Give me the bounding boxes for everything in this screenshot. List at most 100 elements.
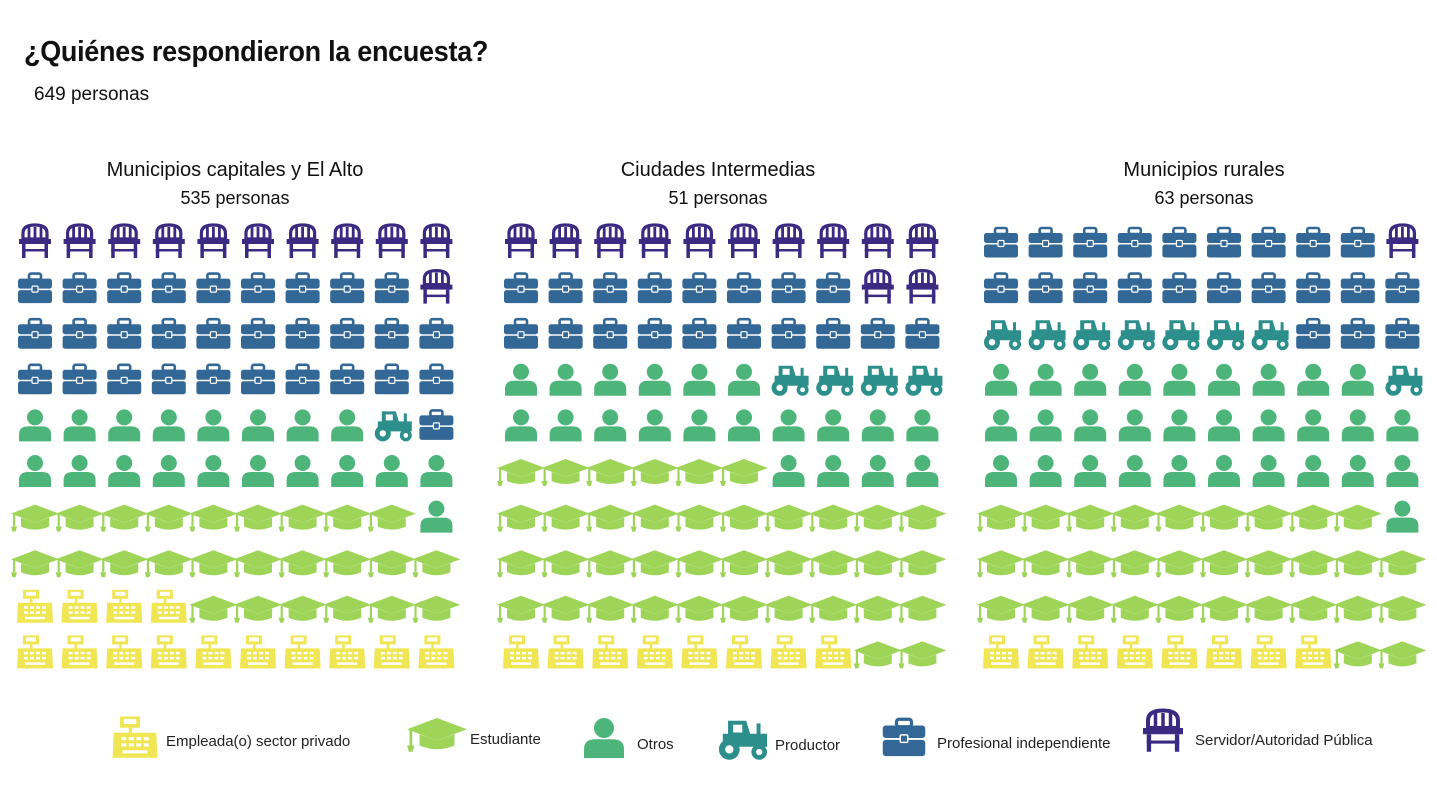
briefcase-icon: Profesional independiente <box>330 363 365 395</box>
graduation-cap-icon: Estudiante <box>630 459 679 486</box>
cash-register-icon: Empleada(o) sector privado <box>106 589 143 623</box>
person-icon: Otros <box>152 455 185 487</box>
briefcase-icon: Profesional independiente <box>151 363 186 395</box>
person-icon: Otros <box>549 409 582 442</box>
briefcase-icon: Profesional independiente <box>285 317 320 349</box>
briefcase-icon: Profesional independiente <box>374 363 409 395</box>
person-icon: Otros <box>728 409 760 442</box>
graduation-cap-icon: Estudiante <box>541 459 590 486</box>
person-icon: Otros <box>772 455 805 487</box>
graduation-cap-icon: Estudiante <box>1378 550 1427 578</box>
person-icon: Otros <box>1208 455 1240 487</box>
person-icon: Otros <box>420 455 453 487</box>
graduation-cap-icon: Estudiante <box>675 550 724 578</box>
chair-icon: Servidor/Autoridad Pública <box>375 223 408 258</box>
legend-chair-icon <box>1143 708 1183 752</box>
tractor-icon: Productor <box>984 320 1021 351</box>
tractor-icon: Productor <box>1162 320 1200 351</box>
graduation-cap-icon: Estudiante <box>764 550 813 578</box>
cash-register-icon: Empleada(o) sector privado <box>150 635 187 669</box>
graduation-cap-icon: Estudiante <box>367 550 416 578</box>
cash-register-icon: Empleada(o) sector privado <box>770 635 807 669</box>
panel-title-intermedias: Ciudades Intermedias <box>620 159 816 181</box>
tractor-icon: Productor <box>1385 365 1423 396</box>
chair-icon: Servidor/Autoridad Pública <box>197 223 230 258</box>
briefcase-icon: Profesional independiente <box>285 363 320 395</box>
briefcase-icon: Profesional independiente <box>285 272 320 304</box>
graduation-cap-icon: Estudiante <box>1244 595 1293 623</box>
person-icon: Otros <box>63 455 96 487</box>
briefcase-icon: Profesional independiente <box>548 272 583 304</box>
person-icon: Otros <box>1341 409 1374 442</box>
person-icon: Otros <box>638 409 671 442</box>
chair-icon: Servidor/Autoridad Pública <box>420 269 453 304</box>
cash-register-icon: Empleada(o) sector privado <box>106 635 143 669</box>
graduation-cap-icon: Estudiante <box>234 504 282 532</box>
briefcase-icon: Profesional independiente <box>1162 272 1197 304</box>
graduation-cap-icon: Estudiante <box>1333 595 1382 623</box>
graduation-cap-icon: Estudiante <box>1200 595 1248 623</box>
tractor-icon: Productor <box>816 365 854 396</box>
graduation-cap-icon: Estudiante <box>1333 641 1382 669</box>
person-icon: Otros <box>1252 455 1285 487</box>
briefcase-icon: Profesional independiente <box>771 272 806 304</box>
person-icon: Otros <box>1118 409 1151 442</box>
cash-register-icon: Empleada(o) sector privado <box>17 589 53 623</box>
briefcase-icon: Profesional independiente <box>1117 226 1152 258</box>
chart-subtitle: 649 personas <box>34 84 150 105</box>
graduation-cap-icon: Estudiante <box>1244 550 1293 578</box>
graduation-cap-icon: Estudiante <box>234 595 282 623</box>
chair-icon: Servidor/Autoridad Pública <box>683 223 716 258</box>
cash-register-icon: Empleada(o) sector privado <box>329 635 366 669</box>
person-icon: Otros <box>817 409 850 442</box>
person-icon: Otros <box>1208 363 1240 396</box>
person-icon: Otros <box>594 363 627 396</box>
chair-icon: Servidor/Autoridad Pública <box>1386 223 1419 258</box>
briefcase-icon: Profesional independiente <box>1028 272 1063 304</box>
legend-briefcase-icon <box>882 717 926 757</box>
tractor-icon: Productor <box>1251 320 1289 351</box>
chair-icon: Servidor/Autoridad Pública <box>638 223 671 258</box>
graduation-cap-icon: Estudiante <box>1378 595 1427 623</box>
graduation-cap-icon: Estudiante <box>630 504 679 532</box>
graduation-cap-icon: Estudiante <box>720 595 768 623</box>
cash-register-icon: Empleada(o) sector privado <box>547 635 584 669</box>
graduation-cap-icon: Estudiante <box>11 504 59 532</box>
person-icon: Otros <box>1297 363 1330 396</box>
chair-icon: Servidor/Autoridad Pública <box>63 223 96 258</box>
person-icon: Otros <box>1029 409 1062 442</box>
briefcase-icon: Profesional independiente <box>1251 272 1286 304</box>
graduation-cap-icon: Estudiante <box>189 504 238 532</box>
chair-icon: Servidor/Autoridad Pública <box>594 223 627 258</box>
graduation-cap-icon: Estudiante <box>189 595 238 623</box>
briefcase-icon: Profesional independiente <box>593 272 628 304</box>
panel-count-rurales: 63 personas <box>1154 188 1254 208</box>
graduation-cap-icon: Estudiante <box>720 550 768 578</box>
person-icon: Otros <box>1118 363 1151 396</box>
cash-register-icon: Empleada(o) sector privado <box>195 635 232 669</box>
briefcase-icon: Profesional independiente <box>18 272 52 304</box>
briefcase-icon: Profesional independiente <box>727 317 761 349</box>
cash-register-icon: Empleada(o) sector privado <box>1027 635 1064 669</box>
graduation-cap-icon: Estudiante <box>977 595 1025 623</box>
graduation-cap-icon: Estudiante <box>1333 504 1382 532</box>
graduation-cap-icon: Estudiante <box>497 459 545 486</box>
person-icon: Otros <box>108 455 141 487</box>
graduation-cap-icon: Estudiante <box>898 504 947 532</box>
person-icon: Otros <box>1341 455 1374 487</box>
graduation-cap-icon: Estudiante <box>144 504 193 532</box>
person-icon: Otros <box>331 409 364 442</box>
person-icon: Otros <box>331 455 364 487</box>
graduation-cap-icon: Estudiante <box>853 550 902 578</box>
chair-icon: Servidor/Autoridad Pública <box>906 269 939 304</box>
person-icon: Otros <box>683 409 716 442</box>
briefcase-icon: Profesional independiente <box>1385 272 1420 304</box>
person-icon: Otros <box>817 455 850 487</box>
person-icon: Otros <box>197 455 230 487</box>
briefcase-icon: Profesional independiente <box>18 317 52 349</box>
graduation-cap-icon: Estudiante <box>1110 550 1159 578</box>
briefcase-icon: Profesional independiente <box>241 363 275 395</box>
cash-register-icon: Empleada(o) sector privado <box>1161 635 1198 669</box>
graduation-cap-icon: Estudiante <box>720 459 768 486</box>
person-icon: Otros <box>1386 455 1419 487</box>
